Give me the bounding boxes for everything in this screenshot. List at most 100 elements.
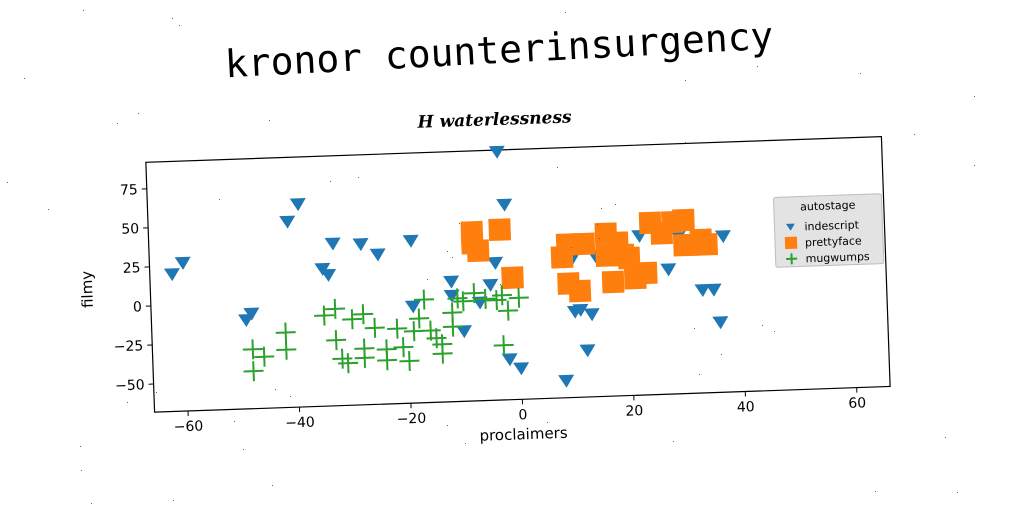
speckle bbox=[117, 123, 118, 124]
data-point-indescript bbox=[455, 325, 472, 339]
data-point-mugwumps bbox=[276, 339, 297, 360]
data-point-mugwumps bbox=[338, 353, 359, 374]
speckle bbox=[173, 500, 174, 501]
data-point-indescript bbox=[369, 248, 386, 262]
data-point-mugwumps bbox=[475, 288, 496, 309]
data-point-prettyface bbox=[572, 232, 596, 256]
data-point-mugwumps bbox=[342, 309, 363, 330]
speckle bbox=[234, 421, 235, 422]
speckle bbox=[860, 73, 861, 74]
data-point-mugwumps bbox=[353, 304, 374, 325]
speckle bbox=[685, 142, 686, 143]
speckle bbox=[80, 446, 81, 447]
speckle bbox=[290, 396, 291, 397]
legend-label-indescript: indescript bbox=[804, 218, 860, 233]
speckle bbox=[81, 470, 82, 471]
legend-label-prettyface: prettyface bbox=[805, 234, 862, 249]
chart-container: H waterlessness −60 −40 −20 0 20 40 60 −50 −25 0… bbox=[54, 80, 946, 470]
legend-title: autostage bbox=[800, 199, 856, 214]
speckle bbox=[427, 279, 428, 280]
data-point-prettyface bbox=[617, 246, 641, 270]
data-point-mugwumps bbox=[242, 339, 263, 360]
data-point-mugwumps bbox=[254, 346, 275, 367]
speckle bbox=[447, 251, 448, 252]
y-tick-label: −50 bbox=[115, 377, 145, 394]
data-point-prettyface bbox=[634, 261, 658, 285]
data-point-mugwumps bbox=[325, 298, 346, 319]
data-point-indescript bbox=[501, 353, 518, 367]
data-point-indescript bbox=[163, 268, 180, 282]
data-point-mugwumps bbox=[364, 317, 385, 338]
data-point-mugwumps bbox=[409, 308, 430, 329]
data-point-mugwumps bbox=[432, 334, 453, 355]
data-point-indescript bbox=[558, 374, 575, 388]
data-point-indescript bbox=[324, 237, 341, 251]
speckle bbox=[500, 284, 501, 285]
speckle bbox=[243, 449, 244, 450]
speckle bbox=[757, 66, 758, 67]
speckle bbox=[762, 325, 763, 326]
x-axis: −60 −40 −20 0 20 40 60 bbox=[174, 387, 866, 435]
speckle bbox=[138, 113, 139, 114]
speckle bbox=[24, 78, 25, 79]
speckle bbox=[269, 120, 270, 121]
data-point-mugwumps bbox=[332, 348, 353, 369]
chart-title: H waterlessness bbox=[416, 107, 572, 132]
legend-marker-prettyface bbox=[784, 236, 798, 250]
data-point-indescript bbox=[402, 234, 419, 248]
speckle bbox=[48, 209, 49, 210]
speckle bbox=[480, 119, 481, 120]
speckle bbox=[452, 257, 453, 258]
y-tick-label: 50 bbox=[121, 221, 139, 238]
speckle bbox=[459, 223, 460, 224]
data-point-mugwumps bbox=[491, 285, 513, 306]
speckle bbox=[508, 119, 509, 120]
legend-label-mugwumps: mugwumps bbox=[805, 250, 870, 265]
speckle bbox=[957, 492, 958, 493]
data-point-mugwumps bbox=[326, 330, 347, 351]
data-point-mugwumps bbox=[243, 361, 264, 382]
data-point-mugwumps bbox=[275, 322, 296, 343]
data-point-mugwumps bbox=[508, 287, 529, 308]
x-tick-label: −40 bbox=[285, 415, 315, 432]
data-point-indescript bbox=[320, 268, 337, 282]
data-point-mugwumps bbox=[486, 290, 507, 311]
data-point-mugwumps bbox=[314, 305, 335, 326]
data-point-prettyface bbox=[501, 266, 524, 290]
speckle bbox=[597, 224, 598, 225]
data-point-indescript bbox=[487, 256, 504, 270]
data-point-mugwumps bbox=[377, 350, 398, 371]
data-point-indescript bbox=[352, 238, 369, 252]
speckle bbox=[673, 441, 674, 442]
speckle bbox=[127, 402, 128, 403]
data-point-prettyface bbox=[568, 279, 592, 303]
data-point-prettyface bbox=[695, 232, 719, 256]
speckle bbox=[974, 165, 975, 166]
x-axis-label: proclaimers bbox=[479, 424, 568, 445]
data-point-indescript bbox=[443, 289, 460, 303]
data-point-indescript bbox=[443, 275, 460, 289]
data-point-indescript bbox=[660, 263, 677, 277]
data-point-indescript bbox=[712, 316, 729, 330]
speckle bbox=[547, 422, 548, 423]
speckle bbox=[565, 12, 566, 13]
scatter-chart: H waterlessness −60 −40 −20 0 20 40 60 −50 −25 0… bbox=[78, 107, 891, 445]
speckle bbox=[599, 238, 600, 239]
speckle bbox=[914, 134, 915, 135]
data-point-indescript bbox=[488, 145, 505, 159]
data-point-indescript bbox=[705, 283, 722, 297]
x-tick-label: −20 bbox=[396, 411, 426, 428]
data-point-indescript bbox=[243, 307, 260, 321]
legend-box bbox=[773, 193, 885, 268]
y-tick-label: −25 bbox=[113, 338, 143, 355]
speckle bbox=[670, 38, 671, 39]
speckle bbox=[571, 247, 572, 248]
speckle bbox=[557, 167, 558, 168]
speckle bbox=[172, 18, 173, 19]
data-point-mugwumps bbox=[447, 288, 468, 309]
x-tick-label: 0 bbox=[518, 407, 527, 423]
data-point-mugwumps bbox=[387, 318, 408, 339]
y-tick-label: 0 bbox=[133, 299, 142, 315]
data-point-indescript bbox=[579, 344, 596, 358]
x-tick-label: −60 bbox=[174, 418, 204, 435]
